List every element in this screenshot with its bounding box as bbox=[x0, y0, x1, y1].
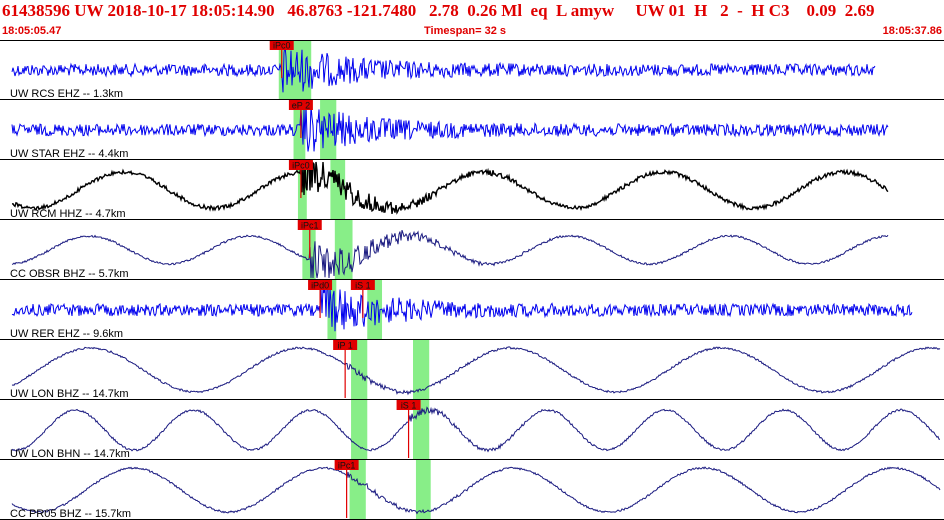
station-label: UW RCS EHZ -- 1.3km bbox=[10, 88, 123, 100]
pick-flag bbox=[269, 40, 294, 50]
waveform-trace bbox=[11, 466, 941, 515]
pick-flag bbox=[308, 280, 333, 290]
pick-window bbox=[293, 100, 306, 160]
pick-label: iPd0 bbox=[311, 281, 329, 291]
pick-label: iP 1 bbox=[337, 341, 352, 351]
pick-label: eP 2 bbox=[292, 101, 310, 111]
waveform-trace bbox=[11, 346, 941, 396]
event-title: 61438596 UW 2018-10-17 18:05:14.90 46.87… bbox=[2, 1, 875, 20]
pick-label: iPc0 bbox=[292, 161, 310, 171]
waveform-trace bbox=[11, 229, 889, 279]
pick-flag bbox=[288, 160, 313, 170]
end-time: 18:05:37.86 bbox=[882, 25, 942, 37]
pick-window bbox=[330, 160, 346, 220]
pick-flag bbox=[288, 100, 313, 110]
station-label: UW RER EHZ -- 9.6km bbox=[10, 328, 123, 340]
pick-flag bbox=[350, 280, 375, 290]
trace-panel: iPc0 UW RCS EHZ -- 1.3km bbox=[0, 40, 944, 100]
station-label: CC OBSR BHZ -- 5.7km bbox=[10, 268, 129, 280]
trace-panel: iP 1 UW LON BHZ -- 14.7km bbox=[0, 340, 944, 400]
timespan-label: Timespan= 32 s bbox=[424, 25, 507, 37]
trace-panel: iPc1 CC OBSR BHZ -- 5.7km bbox=[0, 220, 944, 280]
waveform-trace bbox=[11, 285, 913, 332]
pick-flag bbox=[334, 460, 359, 470]
seismogram-header: 61438596 UW 2018-10-17 18:05:14.90 46.87… bbox=[0, 0, 944, 40]
pick-window bbox=[413, 340, 430, 400]
seismogram-plot[interactable]: iPc0 UW RCS EHZ -- 1.3km eP 2 UW STAR EHZ -… bbox=[0, 40, 944, 520]
trace-panel: iS 1 UW LON BHN -- 14.7km bbox=[0, 400, 944, 460]
pick-window bbox=[349, 460, 366, 520]
pick-label: iPc1 bbox=[301, 221, 319, 231]
waveform-trace bbox=[11, 161, 889, 215]
pick-window bbox=[415, 460, 431, 520]
trace-panel: iPc1 CC PR05 BHZ -- 15.7km bbox=[0, 460, 944, 520]
trace-panel: iPd0 iS 1 UW RER EHZ -- 9.6km bbox=[0, 280, 944, 340]
station-label: UW RCM HHZ -- 4.7km bbox=[10, 208, 126, 220]
trace-panel: iPc0 UW RCM HHZ -- 4.7km bbox=[0, 160, 944, 220]
station-label: UW STAR EHZ -- 4.4km bbox=[10, 148, 128, 160]
station-label: UW LON BHZ -- 14.7km bbox=[10, 388, 129, 400]
trace-panel: eP 2 UW STAR EHZ -- 4.4km bbox=[0, 100, 944, 160]
station-label: CC PR05 BHZ -- 15.7km bbox=[10, 508, 131, 520]
waveform-trace bbox=[11, 406, 940, 453]
station-label: UW LON BHN -- 14.7km bbox=[10, 448, 130, 460]
waveform-trace bbox=[11, 45, 876, 93]
pick-window bbox=[327, 280, 337, 340]
start-time: 18:05:05.47 bbox=[2, 25, 62, 37]
pick-window bbox=[334, 220, 353, 280]
pick-label: iPc0 bbox=[273, 41, 291, 51]
pick-flag bbox=[297, 220, 322, 230]
pick-label: iS 1 bbox=[355, 281, 371, 291]
pick-window bbox=[351, 400, 368, 460]
pick-flag bbox=[333, 340, 358, 350]
pick-label: iPc1 bbox=[338, 461, 356, 471]
pick-flag bbox=[396, 400, 421, 410]
pick-label: iS 1 bbox=[401, 401, 417, 411]
waveform-trace bbox=[11, 104, 889, 152]
